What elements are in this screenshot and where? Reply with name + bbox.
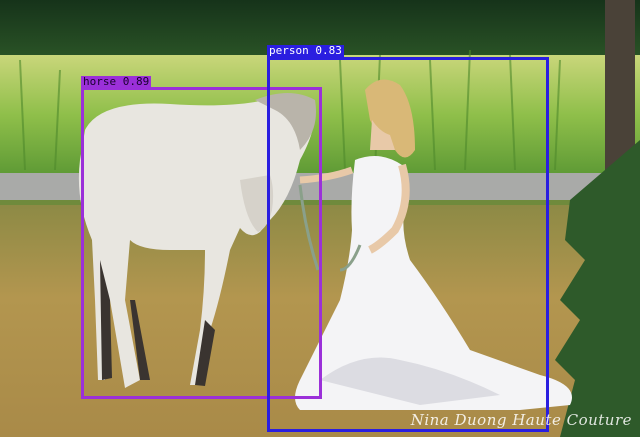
photographer-watermark: Nina Duong Haute Couture bbox=[410, 411, 632, 429]
person-detection-label: person 0.83 bbox=[267, 44, 344, 57]
horse-detection-label: horse 0.89 bbox=[81, 75, 152, 88]
pine-tree bbox=[555, 140, 640, 437]
horse-figure bbox=[78, 93, 316, 388]
person-detection-box bbox=[267, 57, 549, 432]
horse-detection-box bbox=[81, 87, 322, 399]
bride-figure bbox=[295, 79, 572, 410]
corn-stalks bbox=[19, 49, 561, 171]
